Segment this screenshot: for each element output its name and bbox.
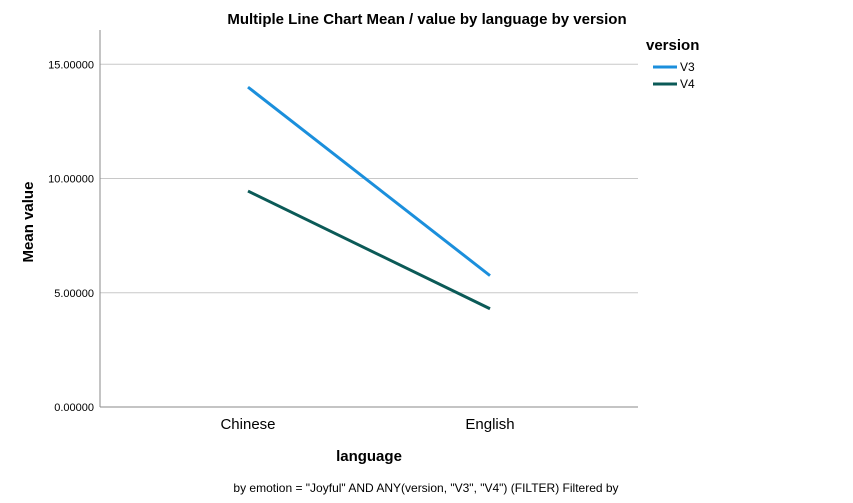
x-tick-label: English <box>465 416 514 433</box>
y-tick-label: 15.00000 <box>48 59 94 71</box>
legend-title: version <box>646 37 699 54</box>
y-tick-label: 5.00000 <box>54 288 94 300</box>
legend-label-v4: V4 <box>680 77 695 91</box>
y-axis-title: Mean value <box>20 182 37 263</box>
series-line-v3 <box>247 85 491 277</box>
y-tick-label: 10.00000 <box>48 174 94 186</box>
x-tick-labels: Chinese English <box>220 416 514 433</box>
x-tick-label: Chinese <box>220 416 275 433</box>
y-tick-labels: 0.00000 5.00000 10.00000 15.00000 <box>48 59 94 414</box>
series-lines <box>247 85 491 311</box>
legend: version V3 V4 <box>646 37 699 91</box>
y-tick-label: 0.00000 <box>54 402 94 414</box>
series-line-v4 <box>247 189 491 311</box>
chart-title: Multiple Line Chart Mean / value by lang… <box>227 11 626 28</box>
footnote: by emotion = "Joyful" AND ANY(version, "… <box>233 481 618 495</box>
x-axis-title: language <box>336 448 402 465</box>
gridlines <box>100 63 638 294</box>
legend-label-v3: V3 <box>680 60 695 74</box>
